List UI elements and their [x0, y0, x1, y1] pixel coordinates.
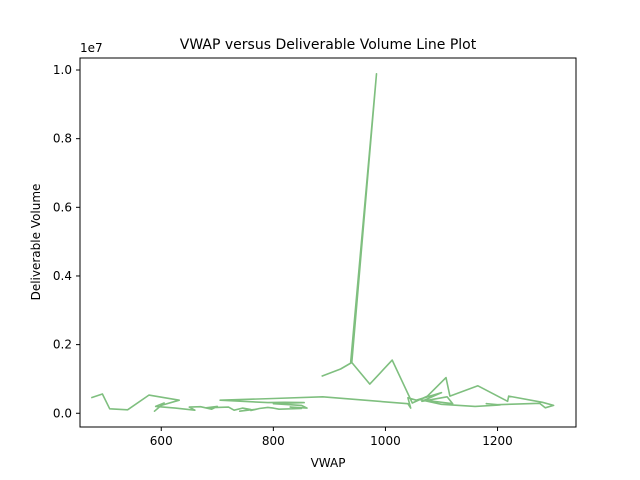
y-tick-label: 0.6 [53, 200, 72, 214]
x-tick-label: 600 [150, 434, 173, 448]
y-tick-label: 0.8 [53, 132, 72, 146]
y-axis-ticks: 0.0 0.2 0.4 0.6 0.8 1.0 [53, 63, 80, 420]
series-line-0 [90, 73, 555, 413]
y-tick-label: 0.0 [53, 406, 72, 420]
chart-title: VWAP versus Deliverable Volume Line Plot [180, 37, 477, 53]
y-tick-label: 0.4 [53, 269, 72, 283]
y-offset-label: 1e7 [80, 41, 103, 55]
axes-frame [79, 57, 577, 428]
x-axis-label: VWAP [311, 456, 346, 470]
x-tick-label: 800 [262, 434, 285, 448]
y-axis-label: Deliverable Volume [29, 184, 43, 301]
y-tick-label: 0.2 [53, 338, 72, 352]
x-tick-label: 1000 [370, 434, 401, 448]
plot-area [90, 73, 555, 413]
x-tick-label: 1200 [482, 434, 513, 448]
x-axis-ticks: 600 800 1000 1200 [150, 427, 513, 448]
y-tick-label: 1.0 [53, 63, 72, 77]
